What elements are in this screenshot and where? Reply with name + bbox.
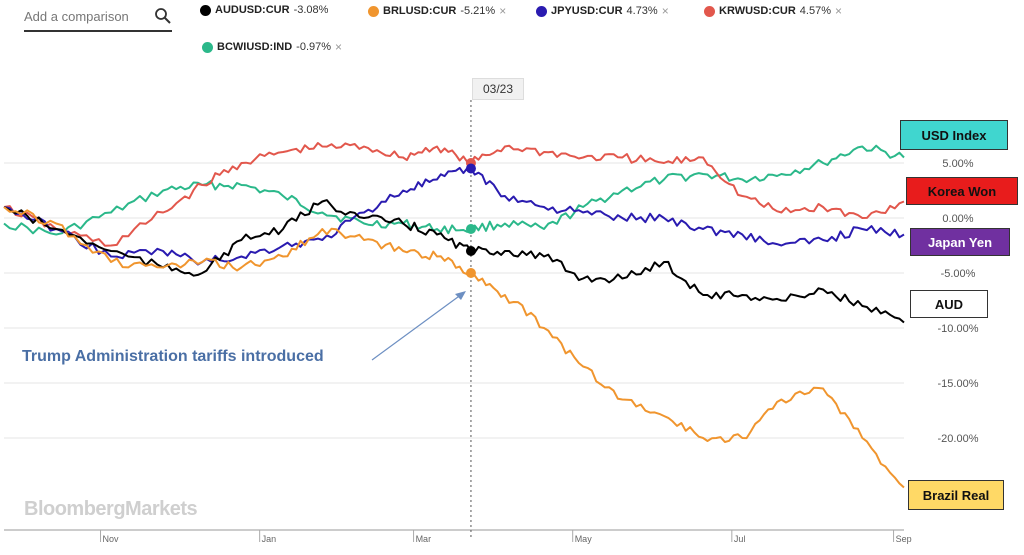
x-tick-label: Sep <box>896 534 912 544</box>
chip-change: -5.21% <box>460 5 496 17</box>
y-tick-label: -10.00% <box>938 323 979 335</box>
legend-label: Japan Yen <box>927 234 993 250</box>
legend-box-usd-index: USD Index <box>900 120 1008 150</box>
annotation-arrow <box>371 293 463 361</box>
legend-box-japan-yen: Japan Yen <box>910 228 1010 256</box>
annotation-text: Trump Administration tariffs introduced <box>22 348 324 365</box>
series-line-usd-index <box>3 144 905 236</box>
crosshair-marker-aud <box>465 246 476 256</box>
series-line-korea-won <box>3 142 905 247</box>
x-tick-label: Mar <box>416 534 432 544</box>
crosshair-date-label: 03/23 <box>472 78 524 100</box>
chip-change: 4.73% <box>626 5 658 17</box>
close-icon[interactable]: × <box>835 4 843 18</box>
close-icon[interactable]: × <box>661 4 669 18</box>
y-tick-label: 5.00% <box>942 158 973 170</box>
chip-audusd[interactable]: AUDUSD:CUR -3.08% <box>200 4 332 16</box>
legend-box-aud: AUD <box>910 290 988 318</box>
chip-krwusd[interactable]: KRWUSD:CUR 4.57% × <box>704 4 842 18</box>
chip-color-dot <box>200 4 211 16</box>
chip-color-dot <box>536 5 547 17</box>
comparison-search[interactable]: Add a comparison <box>24 2 172 32</box>
chip-symbol: BCWIUSD:IND <box>217 41 293 53</box>
search-input[interactable]: Add a comparison <box>24 8 129 24</box>
legend-label: USD Index <box>921 127 987 143</box>
chip-symbol: AUDUSD:CUR <box>215 4 290 16</box>
annotation-arrowhead <box>455 291 466 300</box>
chip-color-dot <box>368 5 379 17</box>
chip-change: 4.57% <box>799 5 831 17</box>
chip-jpyusd[interactable]: JPYUSD:CUR 4.73% × <box>536 4 669 18</box>
crosshair-marker-japan-yen <box>465 163 476 174</box>
crosshair-marker-usd-index <box>465 224 476 234</box>
x-tick-label: Nov <box>103 534 120 544</box>
bloomberg-logo: BloombergMarkets <box>24 498 198 520</box>
y-tick-label: -5.00% <box>941 268 976 280</box>
legend-label: Brazil Real <box>922 487 990 503</box>
legend-box-brazil-real: Brazil Real <box>908 480 1004 510</box>
y-tick-label: -20.00% <box>938 433 979 445</box>
crosshair-marker-brazil-real <box>465 268 476 278</box>
legend-label: Korea Won <box>927 183 997 199</box>
chip-color-dot <box>704 5 715 17</box>
chip-change: -0.97% <box>296 41 332 53</box>
x-tick-label: Jan <box>262 534 277 544</box>
y-tick-label: 0.00% <box>942 213 973 225</box>
x-tick-label: Jul <box>734 534 746 544</box>
legend-box-korea-won: Korea Won <box>906 177 1018 205</box>
series-line-japan-yen <box>3 166 905 266</box>
y-tick-label: -15.00% <box>938 378 979 390</box>
legend-label: AUD <box>934 296 964 312</box>
close-icon[interactable]: × <box>335 40 343 54</box>
chip-bcwiusd[interactable]: BCWIUSD:IND -0.97% × <box>202 40 342 54</box>
search-icon[interactable] <box>154 7 172 25</box>
chip-color-dot <box>202 41 213 53</box>
chip-change: -3.08% <box>293 4 329 16</box>
chip-symbol: KRWUSD:CUR <box>719 5 796 17</box>
chip-brlusd[interactable]: BRLUSD:CUR -5.21% × <box>368 4 506 18</box>
chip-symbol: BRLUSD:CUR <box>383 5 457 17</box>
x-tick-label: May <box>575 534 593 544</box>
close-icon[interactable]: × <box>499 4 507 18</box>
chip-symbol: JPYUSD:CUR <box>551 5 623 17</box>
